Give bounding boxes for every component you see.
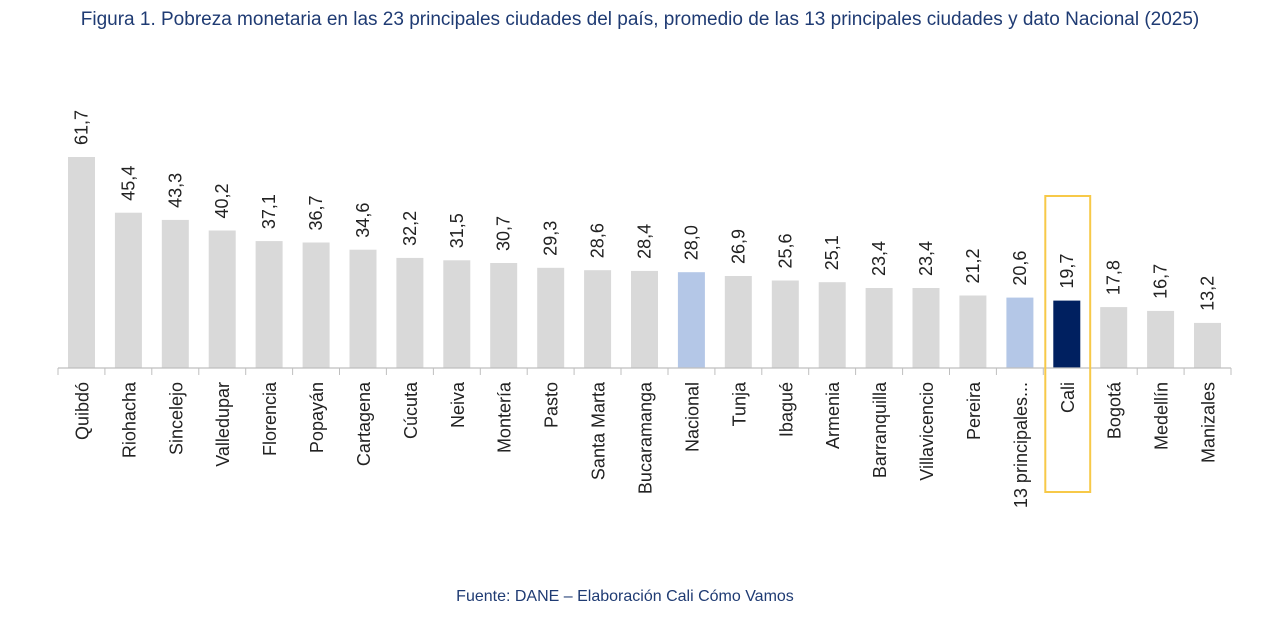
bar-neiva — [443, 260, 471, 368]
value-label-cucuta: 32,2 — [400, 211, 420, 246]
bar-santa-marta — [584, 270, 612, 368]
value-label-armenia: 25,1 — [822, 235, 842, 270]
value-label-13-principales: 20,6 — [1010, 251, 1030, 286]
bar-nacional — [677, 272, 705, 368]
value-label-florencia: 37,1 — [259, 194, 279, 229]
category-label-monteria: Montería — [495, 381, 515, 453]
value-label-valledupar: 40,2 — [212, 183, 232, 218]
bar-popayan — [302, 242, 330, 368]
category-label-sincelejo: Sincelejo — [166, 382, 186, 455]
bar-florencia — [255, 241, 283, 368]
value-label-barranquilla: 23,4 — [869, 241, 889, 276]
value-label-cali: 19,7 — [1057, 254, 1077, 289]
bar-riohacha — [114, 212, 142, 368]
bar-manizales — [1194, 322, 1221, 368]
category-label-medellin: Medellín — [1152, 382, 1172, 450]
category-label-armenia: Armenia — [823, 381, 843, 449]
cali-highlight-box — [1044, 195, 1092, 493]
bar-cartagena — [349, 249, 377, 368]
category-label-riohacha: Riohacha — [119, 381, 139, 458]
bar-medellin — [1147, 310, 1175, 368]
bar-bogota — [1100, 307, 1128, 368]
category-label-pereira: Pereira — [964, 381, 984, 440]
value-label-pereira: 21,2 — [963, 248, 983, 283]
bar-monteria — [490, 263, 518, 368]
bar-ibague — [771, 280, 799, 368]
category-label-popayan: Popayán — [307, 382, 327, 453]
bar-villavicencio — [912, 288, 940, 368]
category-labels-layer: Quibdó Riohacha Sincelejo Valledupar Florenc… — [73, 381, 1219, 508]
category-label-cartagena: Cartagena — [354, 381, 374, 466]
value-label-tunja: 26,9 — [728, 229, 748, 264]
category-label-valledupar: Valledupar — [213, 382, 233, 467]
category-label-villavicencio: Villavicencio — [917, 382, 937, 481]
value-label-bucaramanga: 28,4 — [635, 224, 655, 259]
category-label-florencia: Florencia — [260, 381, 280, 456]
value-label-medellin: 16,7 — [1151, 264, 1171, 299]
bars-layer — [68, 157, 1221, 368]
category-label-santa-marta: Santa Marta — [589, 381, 609, 480]
value-label-villavicencio: 23,4 — [916, 241, 936, 276]
category-label-ibague: Ibagué — [776, 382, 796, 437]
value-label-pasto: 29,3 — [541, 221, 561, 256]
value-label-neiva: 31,5 — [447, 213, 467, 248]
category-label-nacional: Nacional — [682, 382, 702, 452]
category-label-neiva: Neiva — [448, 381, 468, 428]
bar-quibdo — [68, 157, 95, 368]
chart-source: Fuente: DANE – Elaboración Cali Cómo Vam… — [456, 588, 794, 605]
value-label-popayan: 36,7 — [306, 195, 326, 230]
category-label-bucaramanga: Bucaramanga — [636, 381, 656, 494]
bar-pasto — [537, 267, 565, 368]
axis-ticks-layer — [57, 368, 1232, 375]
category-label-cucuta: Cúcuta — [401, 381, 421, 439]
value-label-manizales: 13,2 — [1198, 276, 1218, 311]
bar-barranquilla — [865, 288, 893, 368]
bar-tunja — [724, 276, 752, 368]
value-label-cartagena: 34,6 — [353, 203, 373, 238]
value-labels-layer: 61,7 45,4 43,3 40,2 37,1 36,7 34,6 32,2 31,5 30,7… — [72, 110, 1218, 311]
category-label-barranquilla: Barranquilla — [870, 381, 890, 478]
category-label-13-principales: 13 principales... — [1011, 382, 1031, 508]
chart-title: Figura 1. Pobreza monetaria en las 23 pr… — [80, 9, 1200, 30]
value-label-sincelejo: 43,3 — [165, 173, 185, 208]
category-label-bogota: Bogotá — [1105, 381, 1125, 439]
value-label-quibdo: 61,7 — [72, 110, 92, 145]
value-label-nacional: 28,0 — [681, 225, 701, 260]
bar-valledupar — [208, 230, 236, 368]
bar-armenia — [818, 282, 846, 368]
bar-bucaramanga — [631, 270, 658, 368]
bar-13-principales — [1006, 297, 1034, 368]
category-label-tunja: Tunja — [729, 381, 749, 426]
value-label-ibague: 25,6 — [775, 233, 795, 268]
bar-cucuta — [396, 257, 424, 368]
value-label-bogota: 17,8 — [1104, 260, 1124, 295]
bar-pereira — [959, 295, 987, 368]
category-label-quibdo: Quibdó — [73, 382, 93, 440]
bar-cali — [1053, 300, 1081, 368]
category-label-manizales: Manizales — [1199, 382, 1219, 463]
value-label-monteria: 30,7 — [494, 216, 514, 251]
category-label-pasto: Pasto — [542, 382, 562, 428]
value-label-santa-marta: 28,6 — [588, 223, 608, 258]
category-label-cali: Cali — [1058, 382, 1078, 413]
value-label-riohacha: 45,4 — [118, 166, 138, 201]
bar-sincelejo — [161, 219, 189, 368]
